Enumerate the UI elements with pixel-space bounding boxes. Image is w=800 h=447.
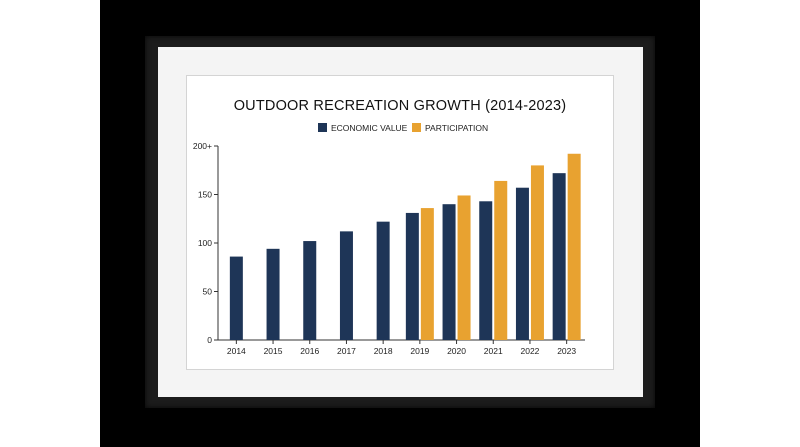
y-axis-ticks: 0 50 100 150 200+ [193, 141, 218, 345]
bar-participation [457, 195, 471, 340]
x-tick-label: 2016 [300, 346, 319, 356]
chart-title: OUTDOOR RECREATION GROWTH (2014-2023) [234, 98, 567, 114]
bars [229, 153, 581, 340]
bar-economic-value [405, 212, 419, 340]
y-tick-label: 50 [203, 287, 213, 297]
bar-economic-value [229, 256, 243, 340]
legend-label-economic-value: ECONOMIC VALUE [331, 123, 408, 133]
bar-economic-value [266, 248, 280, 340]
legend-label-participation: PARTICIPATION [425, 123, 488, 133]
y-tick-label: 200+ [193, 141, 212, 151]
bar-economic-value [442, 204, 456, 340]
bar-economic-value [339, 231, 353, 340]
bar-economic-value [552, 173, 566, 340]
bar-participation [420, 208, 434, 340]
x-tick-label: 2023 [557, 346, 576, 356]
x-tick-label: 2015 [264, 346, 283, 356]
legend-swatch-economic-value [318, 123, 327, 132]
y-tick-label: 0 [207, 335, 212, 345]
legend: ECONOMIC VALUE PARTICIPATION [318, 123, 488, 133]
legend-swatch-participation [412, 123, 421, 132]
bar-participation [530, 165, 544, 340]
x-tick-label: 2014 [227, 346, 246, 356]
x-tick-label: 2017 [337, 346, 356, 356]
x-tick-label: 2019 [410, 346, 429, 356]
x-tick-label: 2020 [447, 346, 466, 356]
x-tick-label: 2018 [374, 346, 393, 356]
bar-economic-value [303, 241, 317, 340]
bar-economic-value [479, 201, 493, 340]
x-tick-label: 2021 [484, 346, 503, 356]
x-axis-ticks: 2014 2015 2016 2017 2018 2019 2020 2021 2022 2023 [227, 340, 576, 356]
bar-participation [567, 153, 581, 340]
bar-economic-value [376, 221, 390, 340]
bar-participation [494, 180, 508, 340]
bar-economic-value [515, 187, 529, 340]
x-tick-label: 2022 [520, 346, 539, 356]
y-tick-label: 150 [198, 190, 212, 200]
y-tick-label: 100 [198, 238, 212, 248]
